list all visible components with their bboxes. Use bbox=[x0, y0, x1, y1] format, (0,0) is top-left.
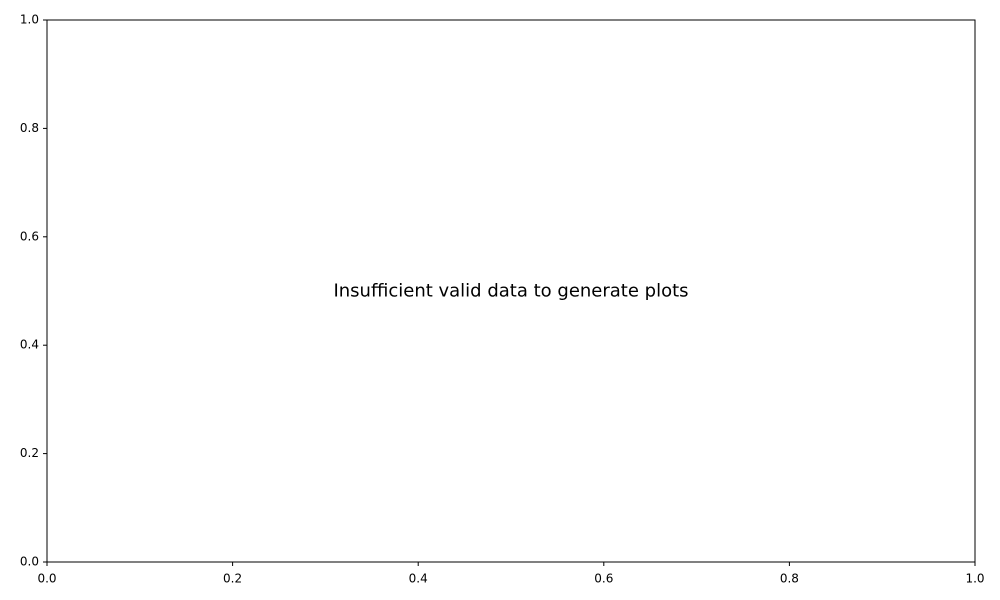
x-tick-label: 0.8 bbox=[780, 572, 799, 586]
x-tick-label: 0.2 bbox=[223, 572, 242, 586]
no-data-message: Insufficient valid data to generate plot… bbox=[333, 281, 688, 302]
x-tick-label: 0.0 bbox=[37, 572, 56, 586]
axes-frame bbox=[46, 19, 976, 563]
y-tick-label: 0.2 bbox=[20, 446, 39, 460]
x-axis-ticks: 0.0 0.2 0.4 0.6 0.8 1.0 bbox=[37, 562, 985, 586]
y-axis-ticks: 0.0 0.2 0.4 0.6 0.8 1.0 bbox=[20, 13, 47, 569]
x-tick-label: 1.0 bbox=[965, 572, 984, 586]
y-tick-label: 0.0 bbox=[20, 555, 39, 569]
y-tick-label: 0.8 bbox=[20, 121, 39, 135]
y-tick-label: 1.0 bbox=[20, 13, 39, 27]
x-tick-label: 0.4 bbox=[409, 572, 428, 586]
y-tick-label: 0.4 bbox=[20, 338, 39, 352]
x-tick-label: 0.6 bbox=[594, 572, 613, 586]
y-tick-label: 0.6 bbox=[20, 229, 39, 243]
